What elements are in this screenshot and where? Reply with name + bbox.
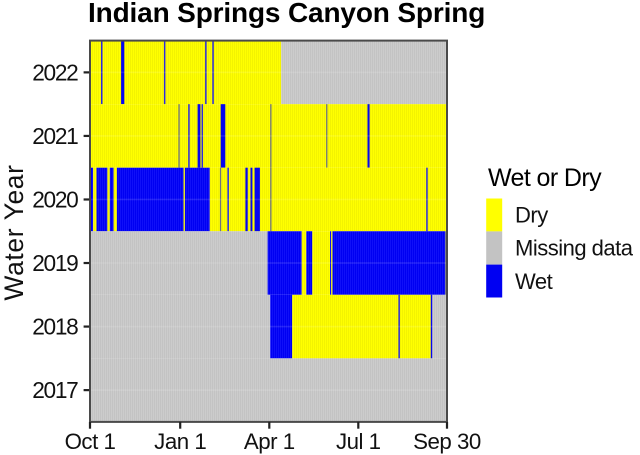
svg-text:Missing data: Missing data: [515, 236, 634, 261]
svg-text:Apr 1: Apr 1: [244, 429, 295, 454]
svg-text:2022: 2022: [32, 59, 78, 85]
svg-text:Sep 30: Sep 30: [413, 429, 481, 454]
svg-text:Wet or Dry: Wet or Dry: [488, 164, 602, 192]
svg-text:2019: 2019: [32, 250, 78, 276]
svg-text:2018: 2018: [32, 314, 78, 340]
svg-text:Wet: Wet: [515, 269, 553, 294]
svg-text:Water Year: Water Year: [0, 164, 29, 300]
svg-text:Jul 1: Jul 1: [336, 429, 381, 454]
svg-text:2020: 2020: [32, 187, 78, 213]
svg-text:Dry: Dry: [515, 203, 548, 228]
svg-text:Jan 1: Jan 1: [154, 429, 206, 454]
svg-text:2021: 2021: [32, 123, 78, 149]
svg-text:Indian Springs Canyon Spring: Indian Springs Canyon Spring: [88, 0, 485, 28]
svg-text:Oct 1: Oct 1: [65, 429, 116, 454]
svg-text:2017: 2017: [32, 377, 78, 403]
